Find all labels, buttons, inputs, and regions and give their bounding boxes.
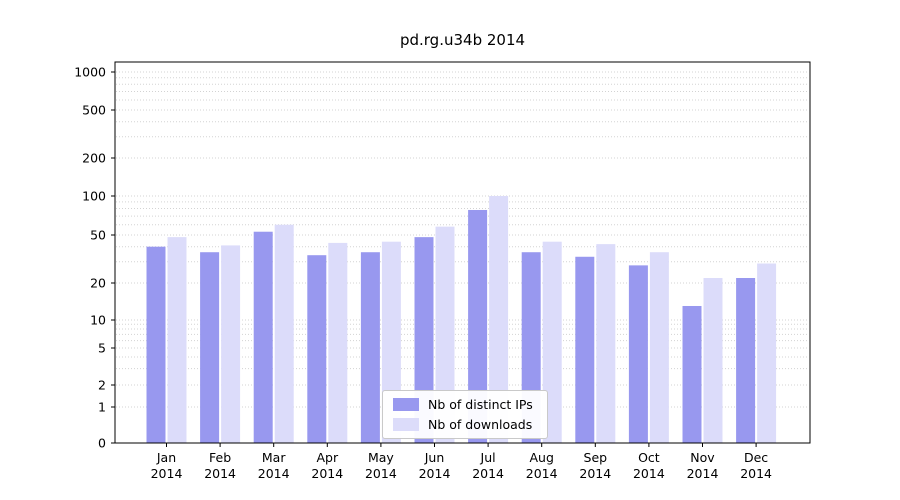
bar-downloads-mar [274, 224, 294, 443]
x-tick-label-month: Nov [690, 450, 715, 465]
x-tick-label-year: 2014 [633, 466, 665, 481]
y-tick-label: 2 [98, 378, 106, 393]
x-tick-label-month: May [368, 450, 394, 465]
bar-distinct-ips-apr [307, 255, 327, 443]
y-tick-label: 500 [82, 103, 106, 118]
bar-downloads-dec [757, 263, 777, 443]
x-tick-label-month: Jun [424, 450, 445, 465]
x-tick-label-year: 2014 [311, 466, 343, 481]
bar-distinct-ips-jan [146, 246, 166, 443]
y-tick-label: 100 [82, 189, 106, 204]
x-tick-label-month: Jul [480, 450, 496, 465]
x-tick-label-year: 2014 [687, 466, 719, 481]
x-tick-label-year: 2014 [151, 466, 183, 481]
bar-downloads-jun [435, 226, 455, 443]
x-tick-label-year: 2014 [204, 466, 236, 481]
x-tick-label-month: Dec [744, 450, 768, 465]
x-tick-label-month: Mar [262, 450, 286, 465]
bar-distinct-ips-mar [253, 231, 273, 443]
legend-label-distinct-ips: Nb of distinct IPs [428, 397, 533, 412]
y-tick-label: 0 [98, 436, 106, 451]
x-tick-label-year: 2014 [419, 466, 451, 481]
bar-distinct-ips-may [360, 252, 380, 443]
bar-downloads-oct [649, 252, 669, 443]
legend-item-downloads: Nb of downloads [393, 417, 533, 432]
x-tick-label-month: Oct [638, 450, 660, 465]
y-tick-label: 1000 [74, 65, 106, 80]
plot-border [114, 61, 811, 444]
x-tick-label-year: 2014 [740, 466, 772, 481]
x-tick-label-year: 2014 [526, 466, 558, 481]
bar-downloads-sep [596, 244, 616, 443]
x-tick-label-year: 2014 [258, 466, 290, 481]
bar-downloads-apr [328, 242, 348, 443]
x-tick-label-year: 2014 [579, 466, 611, 481]
y-tick-label: 10 [90, 313, 106, 328]
legend-label-downloads: Nb of downloads [428, 417, 533, 432]
bar-downloads-jul [489, 196, 509, 443]
bar-downloads-nov [703, 278, 723, 443]
bar-distinct-ips-feb [200, 252, 220, 443]
y-tick-label: 5 [98, 341, 106, 356]
legend: Nb of distinct IPs Nb of downloads [382, 390, 548, 439]
bar-distinct-ips-sep [575, 256, 595, 443]
bar-distinct-ips-jul [468, 209, 488, 443]
legend-item-distinct-ips: Nb of distinct IPs [393, 397, 533, 412]
bar-distinct-ips-nov [682, 305, 702, 443]
x-tick-label-month: Aug [529, 450, 553, 465]
legend-swatch-downloads [393, 418, 419, 431]
x-tick-label-month: Jan [156, 450, 176, 465]
y-tick-label: 200 [82, 151, 106, 166]
y-tick-label: 1 [98, 400, 106, 415]
chart-title: pd.rg.u34b 2014 [399, 31, 526, 49]
x-tick-label-year: 2014 [472, 466, 504, 481]
x-tick-label-month: Feb [209, 450, 231, 465]
bar-downloads-jan [167, 237, 187, 443]
y-tick-label: 50 [90, 228, 106, 243]
bar-distinct-ips-oct [628, 265, 648, 443]
y-tick-label: 20 [90, 276, 106, 291]
bar-downloads-feb [221, 245, 241, 443]
x-tick-label-year: 2014 [365, 466, 397, 481]
x-tick-label-month: Apr [316, 450, 338, 465]
bar-distinct-ips-dec [736, 278, 756, 443]
x-tick-label-month: Sep [584, 450, 608, 465]
legend-swatch-distinct-ips [393, 398, 419, 411]
